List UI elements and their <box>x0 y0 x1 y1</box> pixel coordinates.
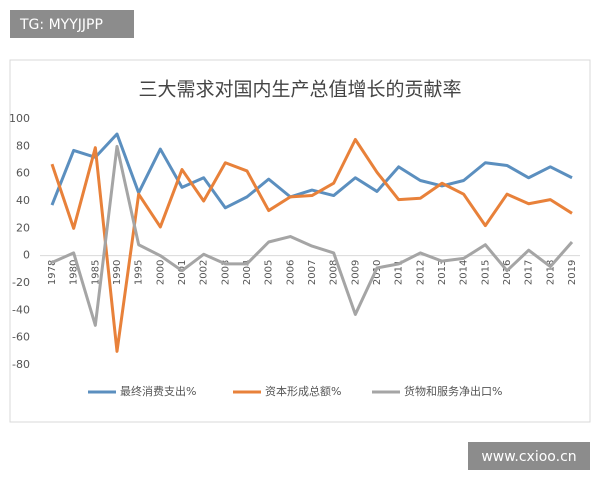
watermark: www.cxioo.cn <box>481 449 576 465</box>
y-tick-label: -60 <box>12 331 30 344</box>
watermark: TG: MYYJJPP <box>19 17 103 33</box>
watermark-box <box>468 442 590 470</box>
y-tick-label: 0 <box>23 249 30 262</box>
x-tick-label: 2002 <box>199 260 210 285</box>
x-tick-label: 2009 <box>350 260 361 285</box>
x-tick-label: 2010 <box>372 260 383 285</box>
x-tick-label: 1995 <box>134 260 145 285</box>
y-tick-label: -40 <box>12 303 30 316</box>
x-tick-label: 2006 <box>285 260 296 285</box>
x-tick-label: 2019 <box>567 260 578 285</box>
x-tick-label: 2008 <box>329 260 340 285</box>
x-tick-label: 2014 <box>459 260 470 285</box>
y-tick-label: -20 <box>12 276 30 289</box>
y-tick-label: -80 <box>12 358 30 371</box>
x-tick-label: 2004 <box>242 260 253 285</box>
y-tick-label: 100 <box>9 112 30 125</box>
x-tick-label: 2012 <box>415 260 426 285</box>
y-tick-label: 60 <box>16 167 30 180</box>
x-tick-label: 1985 <box>90 260 101 285</box>
x-tick-label: 2005 <box>264 260 275 285</box>
watermark-box <box>10 10 134 38</box>
x-tick-label: 2007 <box>307 260 318 285</box>
x-tick-label: 2017 <box>524 260 535 285</box>
x-tick-label: 2000 <box>155 260 166 285</box>
y-tick-label: 40 <box>16 194 30 207</box>
x-tick-label: 1978 <box>47 260 58 285</box>
legend-label: 货物和服务净出口% <box>404 384 502 398</box>
x-tick-label: 2016 <box>502 260 513 285</box>
y-tick-label: 20 <box>16 221 30 234</box>
x-tick-label: 2015 <box>480 260 491 285</box>
legend-label: 资本形成总额% <box>265 384 341 398</box>
y-tick-label: 80 <box>16 139 30 152</box>
x-tick-label: 2011 <box>394 260 405 285</box>
x-tick-label: 2001 <box>177 260 188 285</box>
series-line <box>50 138 573 353</box>
legend-label: 最终消费支出% <box>120 384 196 398</box>
x-tick-label: 1980 <box>69 260 80 285</box>
x-tick-label: 1990 <box>112 260 123 285</box>
x-tick-label: 2003 <box>220 260 231 285</box>
series-line <box>51 144 574 327</box>
x-tick-label: 2013 <box>437 260 448 285</box>
x-tick-label: 2018 <box>545 260 556 285</box>
chart-title: 三大需求对国内生产总值增长的贡献率 <box>138 79 461 101</box>
